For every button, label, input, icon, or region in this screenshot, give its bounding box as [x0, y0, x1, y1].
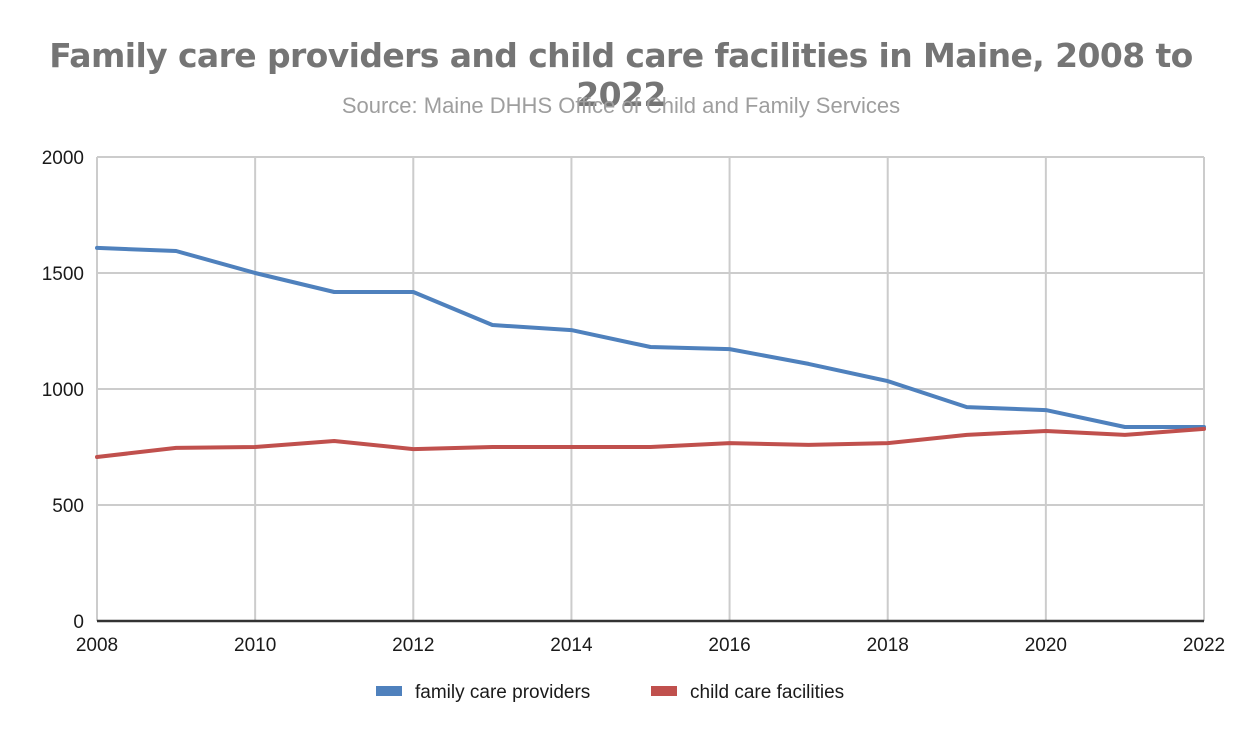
legend-swatch: [651, 686, 677, 696]
chart-subtitle: Source: Maine DHHS Office of Child and F…: [341, 93, 901, 118]
x-tick-label: 2010: [234, 635, 276, 656]
grid-lines: [96, 156, 1205, 621]
legend: family care providers child care faciliti…: [376, 682, 844, 703]
legend-swatch: [376, 686, 402, 696]
legend-label: child care facilities: [690, 682, 844, 703]
x-tick-label: 2022: [1183, 635, 1225, 656]
x-tick-label: 2014: [550, 635, 593, 656]
x-tick-label: 2020: [1025, 635, 1067, 656]
y-tick-label: 0: [73, 612, 84, 633]
y-tick-label: 1000: [42, 380, 84, 401]
series-lines: [95, 245, 1206, 459]
y-tick-label: 1500: [42, 264, 84, 285]
x-tick-label: 2008: [76, 635, 118, 656]
series-line-1: [95, 426, 1206, 459]
x-axis-ticks: 2008 2010 2012 2014 2016 2018 2020 2022: [76, 635, 1225, 656]
series-line-0: [95, 245, 1206, 429]
y-tick-label: 500: [52, 496, 84, 517]
x-tick-label: 2018: [867, 635, 909, 656]
x-tick-label: 2016: [708, 635, 750, 656]
chart-title: Family care providers and child care fac…: [49, 36, 1193, 114]
x-tick-label: 2012: [392, 635, 434, 656]
y-tick-label: 2000: [42, 148, 84, 169]
y-axis-ticks: 0 500 1000 1500 2000: [42, 148, 84, 633]
legend-label: family care providers: [415, 682, 590, 703]
